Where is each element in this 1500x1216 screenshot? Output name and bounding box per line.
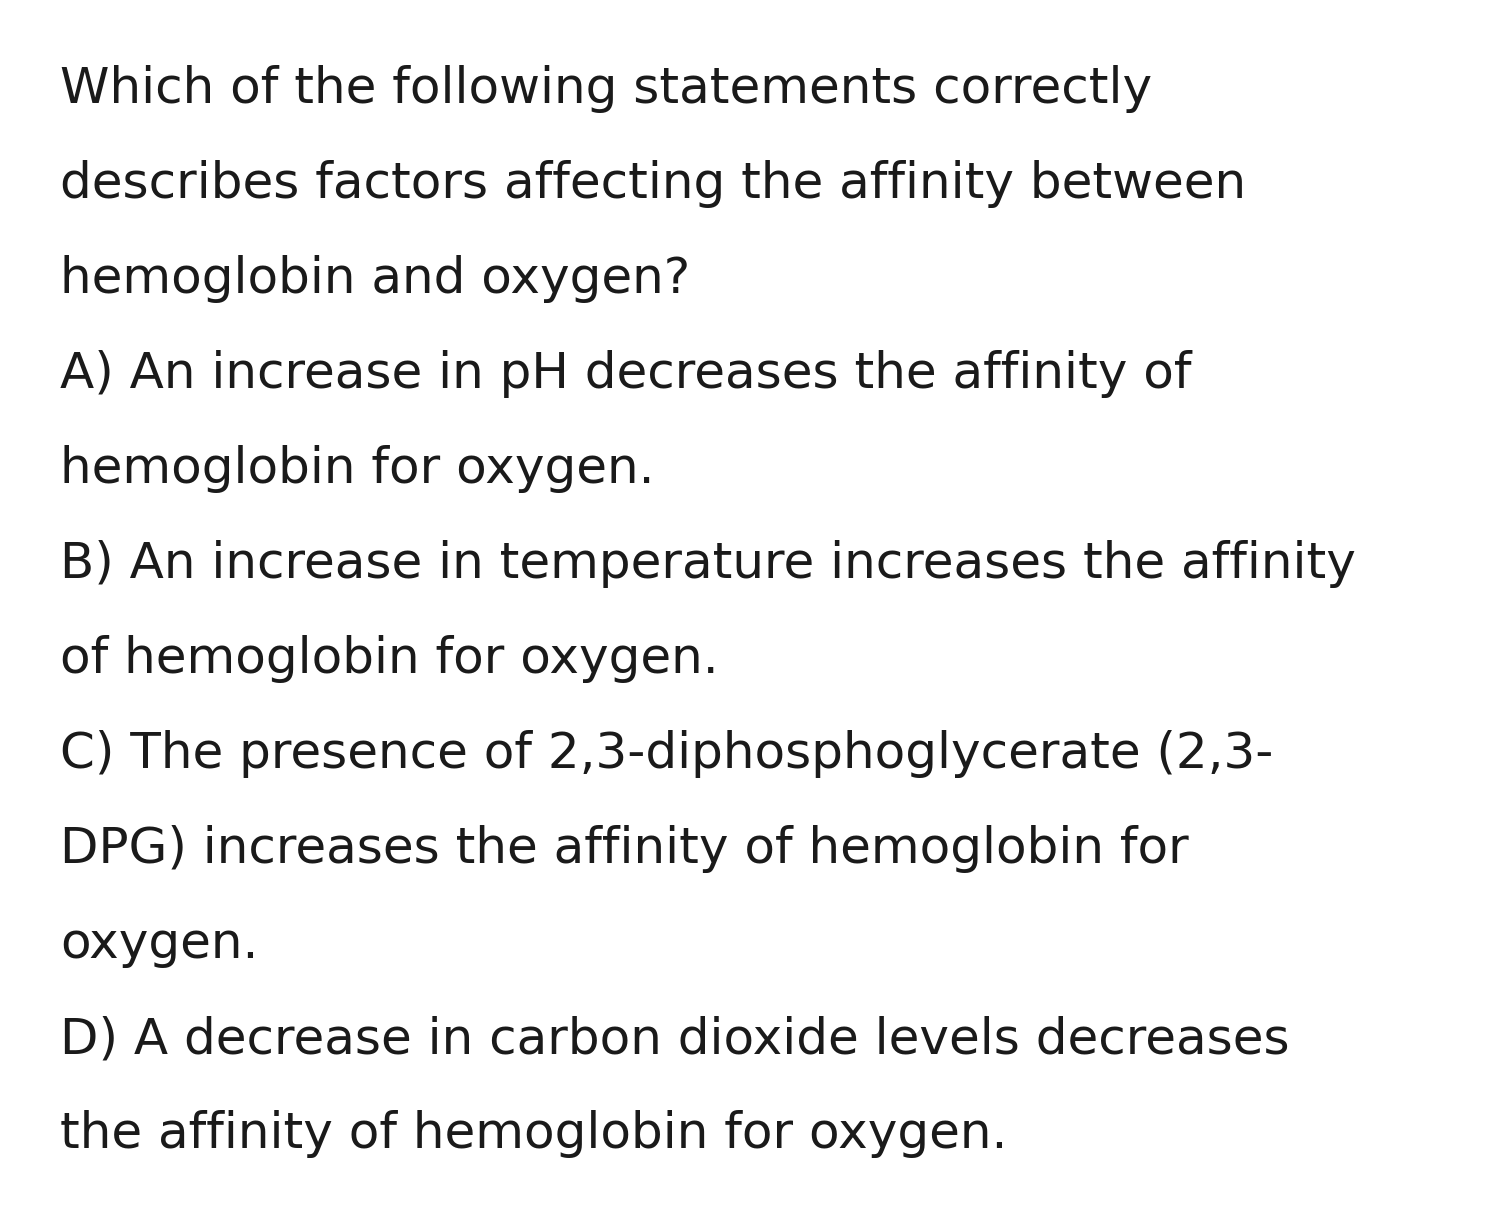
Text: C) The presence of 2,3-diphosphoglycerate (2,3-: C) The presence of 2,3-diphosphoglycerat… xyxy=(60,730,1274,778)
Text: DPG) increases the affinity of hemoglobin for: DPG) increases the affinity of hemoglobi… xyxy=(60,824,1188,873)
Text: of hemoglobin for oxygen.: of hemoglobin for oxygen. xyxy=(60,635,718,683)
Text: A) An increase in pH decreases the affinity of: A) An increase in pH decreases the affin… xyxy=(60,350,1191,398)
Text: hemoglobin and oxygen?: hemoglobin and oxygen? xyxy=(60,255,690,303)
Text: the affinity of hemoglobin for oxygen.: the affinity of hemoglobin for oxygen. xyxy=(60,1110,1008,1158)
Text: describes factors affecting the affinity between: describes factors affecting the affinity… xyxy=(60,161,1246,208)
Text: Which of the following statements correctly: Which of the following statements correc… xyxy=(60,64,1152,113)
Text: D) A decrease in carbon dioxide levels decreases: D) A decrease in carbon dioxide levels d… xyxy=(60,1015,1290,1063)
Text: B) An increase in temperature increases the affinity: B) An increase in temperature increases … xyxy=(60,540,1356,589)
Text: hemoglobin for oxygen.: hemoglobin for oxygen. xyxy=(60,445,654,492)
Text: oxygen.: oxygen. xyxy=(60,921,258,968)
